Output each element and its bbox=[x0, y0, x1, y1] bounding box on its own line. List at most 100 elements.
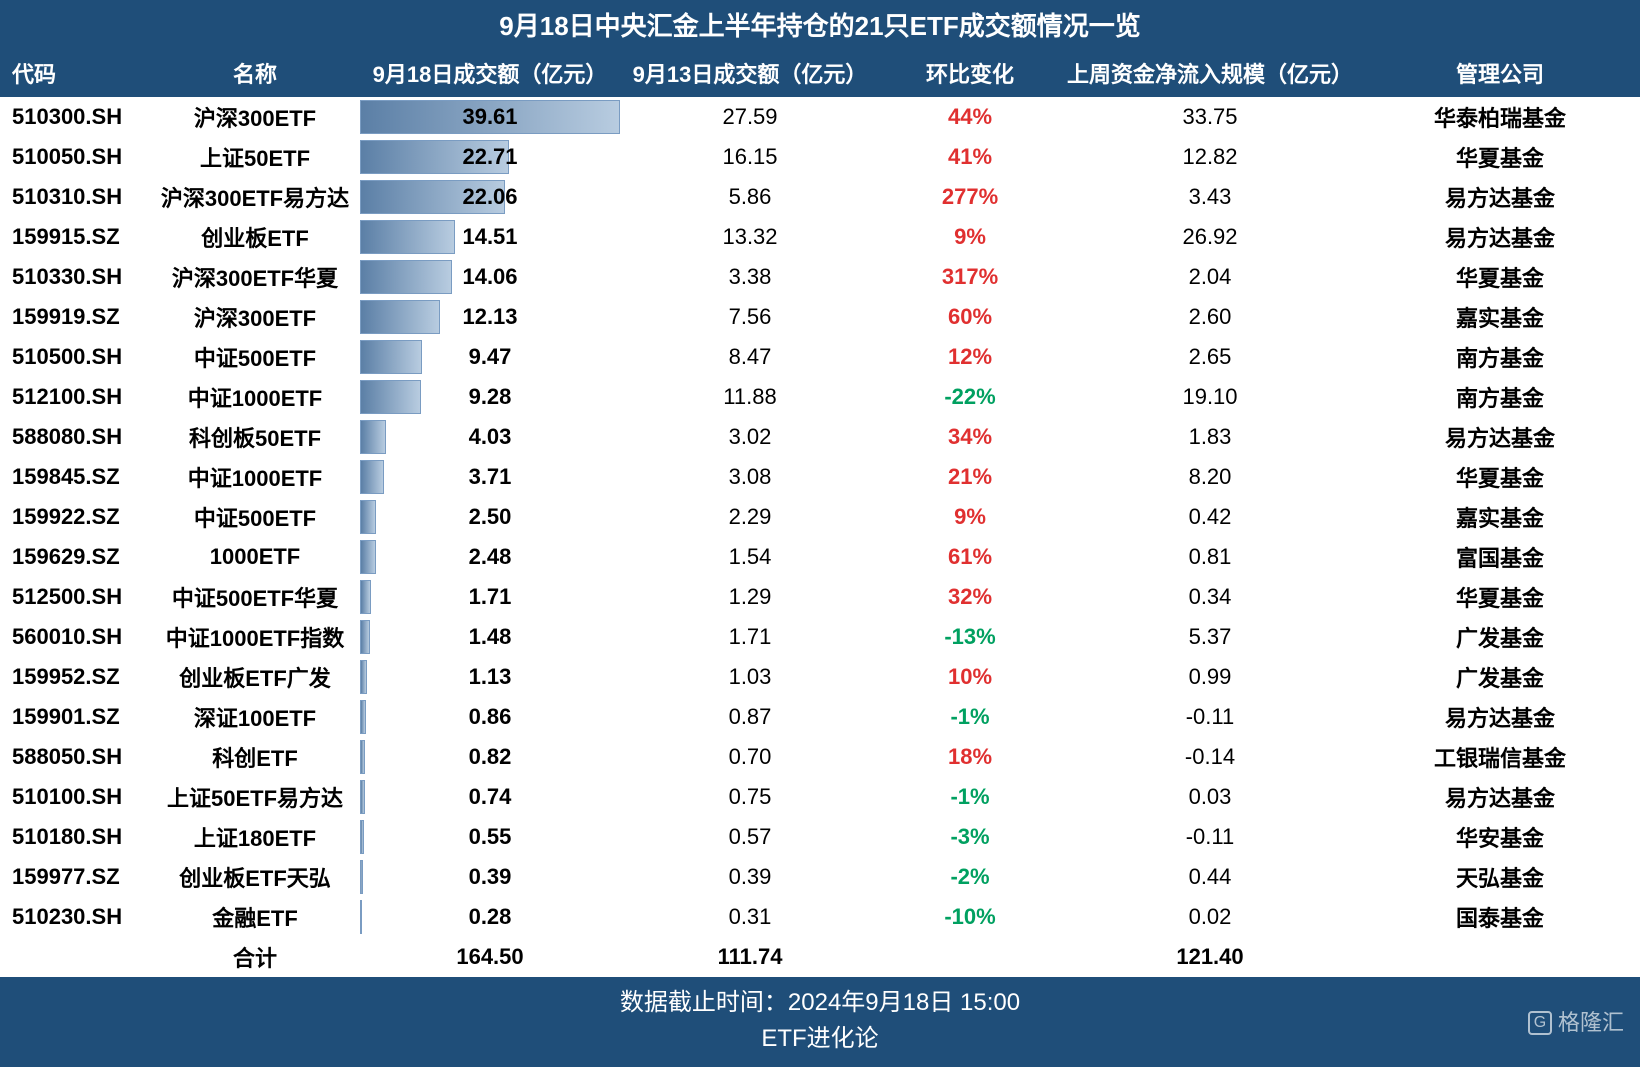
cell-vol18-bar: 0.55 bbox=[360, 817, 620, 857]
cell-vol13: 0.31 bbox=[620, 902, 880, 932]
cell-inflow: 0.02 bbox=[1060, 902, 1360, 932]
bar-label: 1.71 bbox=[364, 584, 616, 610]
table-row: 588080.SH科创板50ETF4.033.0234%1.83易方达基金 bbox=[0, 417, 1640, 457]
cell-vol18-bar: 0.86 bbox=[360, 697, 620, 737]
cell-change: 41% bbox=[880, 142, 1060, 172]
cell-code: 159901.SZ bbox=[0, 702, 150, 732]
cell-vol13: 0.87 bbox=[620, 702, 880, 732]
cell-change: 60% bbox=[880, 302, 1060, 332]
cell-name: 中证500ETF bbox=[150, 339, 360, 375]
cell-code: 588050.SH bbox=[0, 742, 150, 772]
cell-inflow: 3.43 bbox=[1060, 182, 1360, 212]
cell-vol13: 0.39 bbox=[620, 862, 880, 892]
cell-mgr: 南方基金 bbox=[1360, 379, 1640, 415]
cell-mgr: 易方达基金 bbox=[1360, 419, 1640, 455]
cell-vol18-bar: 22.06 bbox=[360, 177, 620, 217]
cell-name: 中证500ETF bbox=[150, 499, 360, 535]
watermark: G 格隆汇 bbox=[1528, 1006, 1624, 1039]
cell-vol13: 11.88 bbox=[620, 382, 880, 412]
cell-change: 317% bbox=[880, 262, 1060, 292]
cell-vol18-bar: 0.82 bbox=[360, 737, 620, 777]
table-row: 510230.SH金融ETF0.280.31-10%0.02国泰基金 bbox=[0, 897, 1640, 937]
header-vol13: 9月13日成交额（亿元） bbox=[620, 49, 880, 97]
cell-inflow: 2.60 bbox=[1060, 302, 1360, 332]
cell-mgr: 工银瑞信基金 bbox=[1360, 739, 1640, 775]
cell-inflow: 2.04 bbox=[1060, 262, 1360, 292]
cell-inflow: -0.11 bbox=[1060, 702, 1360, 732]
cell-change: 9% bbox=[880, 502, 1060, 532]
cell-vol13: 0.57 bbox=[620, 822, 880, 852]
bar-label: 39.61 bbox=[364, 104, 616, 130]
cell-inflow: 8.20 bbox=[1060, 462, 1360, 492]
cell-vol13: 5.86 bbox=[620, 182, 880, 212]
table-row: 159629.SZ1000ETF2.481.5461%0.81富国基金 bbox=[0, 537, 1640, 577]
table-container: 9月18日中央汇金上半年持仓的21只ETF成交额情况一览 代码 名称 9月18日… bbox=[0, 0, 1640, 1067]
cell-mgr: 富国基金 bbox=[1360, 539, 1640, 575]
cell-vol18-bar: 0.39 bbox=[360, 857, 620, 897]
cell-inflow: 12.82 bbox=[1060, 142, 1360, 172]
cell-name: 创业板ETF bbox=[150, 219, 360, 255]
cell-name: 科创ETF bbox=[150, 739, 360, 775]
bar-label: 3.71 bbox=[364, 464, 616, 490]
cell-mgr: 广发基金 bbox=[1360, 659, 1640, 695]
cell-code: 510230.SH bbox=[0, 902, 150, 932]
cell-inflow: 0.44 bbox=[1060, 862, 1360, 892]
cell-code: 159915.SZ bbox=[0, 222, 150, 252]
cell-code: 510500.SH bbox=[0, 342, 150, 372]
cell-name: 中证1000ETF指数 bbox=[150, 619, 360, 655]
cell-change: 18% bbox=[880, 742, 1060, 772]
bar-label: 14.51 bbox=[364, 224, 616, 250]
cell-inflow: 0.81 bbox=[1060, 542, 1360, 572]
cell-change: 10% bbox=[880, 662, 1060, 692]
cell-change: -10% bbox=[880, 902, 1060, 932]
cell-vol18-bar: 0.28 bbox=[360, 897, 620, 937]
bar-label: 4.03 bbox=[364, 424, 616, 450]
cell-vol13: 0.75 bbox=[620, 782, 880, 812]
table-row: 588050.SH科创ETF0.820.7018%-0.14工银瑞信基金 bbox=[0, 737, 1640, 777]
table-row: 510100.SH上证50ETF易方达0.740.75-1%0.03易方达基金 bbox=[0, 777, 1640, 817]
cell-mgr: 华夏基金 bbox=[1360, 459, 1640, 495]
table-row: 159915.SZ创业板ETF14.5113.329%26.92易方达基金 bbox=[0, 217, 1640, 257]
cell-vol18-bar: 39.61 bbox=[360, 97, 620, 137]
cell-name: 沪深300ETF华夏 bbox=[150, 259, 360, 295]
cell-change: -13% bbox=[880, 622, 1060, 652]
total-label: 合计 bbox=[150, 941, 360, 973]
cell-mgr: 华泰柏瑞基金 bbox=[1360, 99, 1640, 135]
cell-vol13: 13.32 bbox=[620, 222, 880, 252]
table-row: 159919.SZ沪深300ETF12.137.5660%2.60嘉实基金 bbox=[0, 297, 1640, 337]
table-row: 510310.SH沪深300ETF易方达22.065.86277%3.43易方达… bbox=[0, 177, 1640, 217]
cell-mgr: 华安基金 bbox=[1360, 819, 1640, 855]
header-vol18: 9月18日成交额（亿元） bbox=[360, 49, 620, 97]
cell-vol18-bar: 0.74 bbox=[360, 777, 620, 817]
cell-vol13: 1.03 bbox=[620, 662, 880, 692]
cell-change: -22% bbox=[880, 382, 1060, 412]
cell-change: -1% bbox=[880, 702, 1060, 732]
cell-code: 512500.SH bbox=[0, 582, 150, 612]
cell-name: 沪深300ETF bbox=[150, 299, 360, 335]
cell-name: 沪深300ETF bbox=[150, 99, 360, 135]
cell-change: 277% bbox=[880, 182, 1060, 212]
table-body: 510300.SH沪深300ETF39.6127.5944%33.75华泰柏瑞基… bbox=[0, 97, 1640, 937]
cell-inflow: 33.75 bbox=[1060, 102, 1360, 132]
cell-code: 560010.SH bbox=[0, 622, 150, 652]
cell-mgr: 国泰基金 bbox=[1360, 899, 1640, 935]
cell-name: 中证1000ETF bbox=[150, 459, 360, 495]
cell-vol18-bar: 1.48 bbox=[360, 617, 620, 657]
cell-inflow: 1.83 bbox=[1060, 422, 1360, 452]
cell-code: 510330.SH bbox=[0, 262, 150, 292]
header-code: 代码 bbox=[0, 49, 150, 97]
cell-mgr: 广发基金 bbox=[1360, 619, 1640, 655]
cell-vol18-bar: 14.06 bbox=[360, 257, 620, 297]
table-row: 510330.SH沪深300ETF华夏14.063.38317%2.04华夏基金 bbox=[0, 257, 1640, 297]
table-title: 9月18日中央汇金上半年持仓的21只ETF成交额情况一览 bbox=[0, 0, 1640, 49]
bar-label: 2.48 bbox=[364, 544, 616, 570]
cell-inflow: 0.03 bbox=[1060, 782, 1360, 812]
header-inflow: 上周资金净流入规模（亿元） bbox=[1060, 49, 1360, 97]
cell-vol13: 7.56 bbox=[620, 302, 880, 332]
cell-name: 上证50ETF bbox=[150, 139, 360, 175]
table-row: 512100.SH中证1000ETF9.2811.88-22%19.10南方基金 bbox=[0, 377, 1640, 417]
bar-label: 0.74 bbox=[364, 784, 616, 810]
bar-label: 22.06 bbox=[364, 184, 616, 210]
header-name: 名称 bbox=[150, 49, 360, 97]
cell-code: 159977.SZ bbox=[0, 862, 150, 892]
